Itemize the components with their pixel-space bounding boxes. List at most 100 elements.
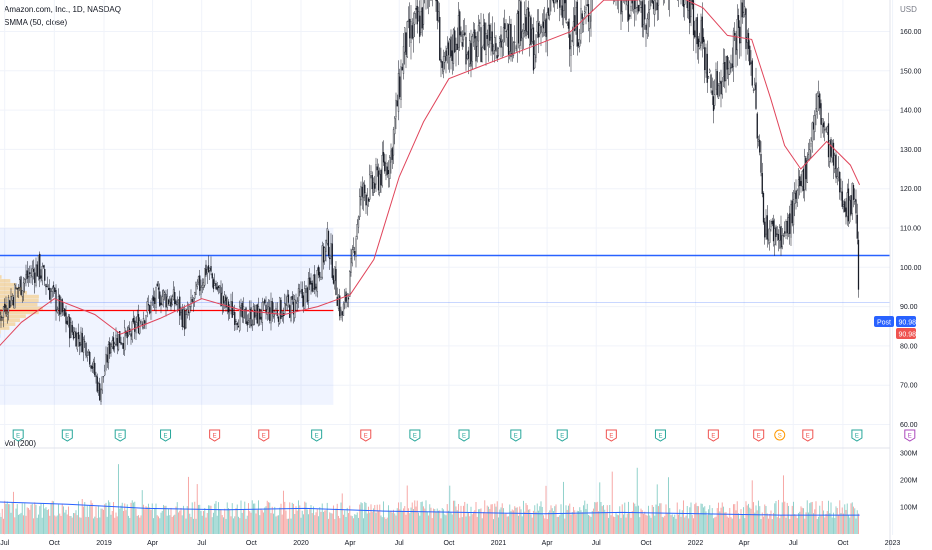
volume-bar (774, 503, 776, 534)
volume-bar (482, 511, 484, 534)
volume-bar (529, 509, 531, 534)
volume-bar (401, 510, 403, 534)
candle-body (55, 289, 57, 312)
volume-bar (855, 518, 857, 534)
volume-bar (611, 471, 613, 534)
candle-body (49, 287, 51, 300)
volume-bar (19, 514, 21, 534)
candle-body (476, 45, 478, 57)
volume-bar (347, 513, 349, 534)
volume-bar (169, 515, 171, 534)
volume-label[interactable]: Vol (200) (4, 439, 37, 448)
candle-body (122, 342, 125, 349)
volume-bar (629, 512, 631, 534)
volume-bar (414, 500, 416, 534)
volume-bar (20, 512, 22, 534)
candle-body (321, 245, 323, 278)
earnings-marker[interactable]: E (753, 429, 765, 442)
candle-body (361, 186, 363, 197)
price-axis[interactable]: 60.00 70.00 80.00 90.00 100.00 110.00 120.00 13… (900, 0, 922, 429)
volume-bar (17, 514, 19, 534)
earnings-marker[interactable]: E (556, 429, 568, 442)
earnings-marker[interactable]: S (774, 429, 786, 441)
candle-body (184, 310, 186, 330)
volume-bar (139, 517, 141, 534)
volume-axis[interactable]: 100M 200M 300M (900, 451, 918, 512)
candle-body (417, 11, 420, 22)
candle-body (204, 268, 206, 286)
earnings-marker[interactable]: E (258, 429, 270, 442)
volume-bar (285, 510, 287, 534)
earnings-marker[interactable]: E (851, 429, 863, 442)
volume-bar (770, 510, 772, 534)
volume-bar (46, 509, 48, 534)
volume-bar (115, 512, 117, 534)
earnings-marker[interactable]: E (311, 429, 323, 442)
earnings-marker[interactable]: E (360, 429, 372, 442)
candle-body (245, 307, 247, 324)
candle-body (71, 324, 73, 333)
earnings-marker[interactable]: E (605, 429, 617, 442)
volume-bar (492, 519, 494, 534)
candle-body (339, 295, 341, 317)
earnings-marker[interactable]: E (458, 429, 470, 442)
volume-bar (827, 500, 829, 534)
earnings-marker[interactable]: E (707, 429, 719, 442)
candle-body (94, 362, 96, 376)
time-tick-label: Jul (789, 540, 798, 547)
earnings-marker[interactable]: E (12, 429, 24, 442)
candle-body (537, 22, 540, 38)
volume-bar (837, 514, 839, 534)
volume-bar (265, 506, 267, 534)
volume-bar (235, 508, 237, 534)
earnings-marker[interactable]: E (160, 429, 172, 442)
volume-bar (560, 504, 562, 534)
volume-bar (572, 506, 574, 534)
candle-body (696, 17, 698, 45)
volume-bar (412, 509, 414, 534)
earnings-marker-label: E (514, 434, 518, 440)
volume-bar (257, 500, 259, 534)
candle-body (136, 315, 138, 324)
indicator-label[interactable]: SMMA (50, close) (4, 18, 68, 27)
earnings-marker[interactable]: E (904, 429, 916, 442)
volume-bar (352, 518, 354, 534)
volume-bar (4, 500, 6, 534)
earnings-marker[interactable]: E (114, 429, 126, 442)
volume-bar (31, 503, 33, 534)
volume-bar (592, 508, 594, 534)
volume-bar (24, 503, 26, 534)
volume-bar (564, 518, 566, 534)
candle-body (522, 23, 525, 34)
earnings-marker-label: E (213, 434, 217, 440)
candle-body (586, 4, 588, 6)
earnings-marker[interactable]: E (802, 429, 814, 442)
volume-bar (79, 517, 81, 534)
earnings-marker[interactable]: E (209, 429, 221, 442)
candle-body (466, 54, 468, 59)
volume-bar (765, 506, 767, 534)
volume-bar (760, 519, 762, 534)
time-axis[interactable]: Jul Oct 2019 Apr Jul Oct 2020 Apr Jul Oct 2021 Apr J… (0, 540, 900, 547)
earnings-marker[interactable]: E (654, 429, 666, 442)
candle-body (309, 277, 311, 285)
time-tick-label: Oct (443, 540, 454, 547)
candle-body (264, 299, 266, 304)
candle-body (561, 5, 563, 18)
earnings-marker[interactable]: E (61, 429, 73, 442)
volume-bar (54, 515, 56, 534)
candle-body (785, 220, 787, 236)
earnings-marker[interactable]: E (409, 429, 421, 442)
volume-bar (782, 475, 784, 534)
volume-bar (30, 504, 32, 534)
candle-body (629, 15, 631, 17)
volume-bar (571, 512, 573, 534)
candle-body (301, 289, 303, 299)
earnings-marker-label: E (16, 434, 20, 440)
candle-body (61, 299, 63, 313)
volume-bar (819, 505, 821, 534)
earnings-marker[interactable]: E (510, 429, 522, 442)
candle-body (735, 35, 737, 55)
